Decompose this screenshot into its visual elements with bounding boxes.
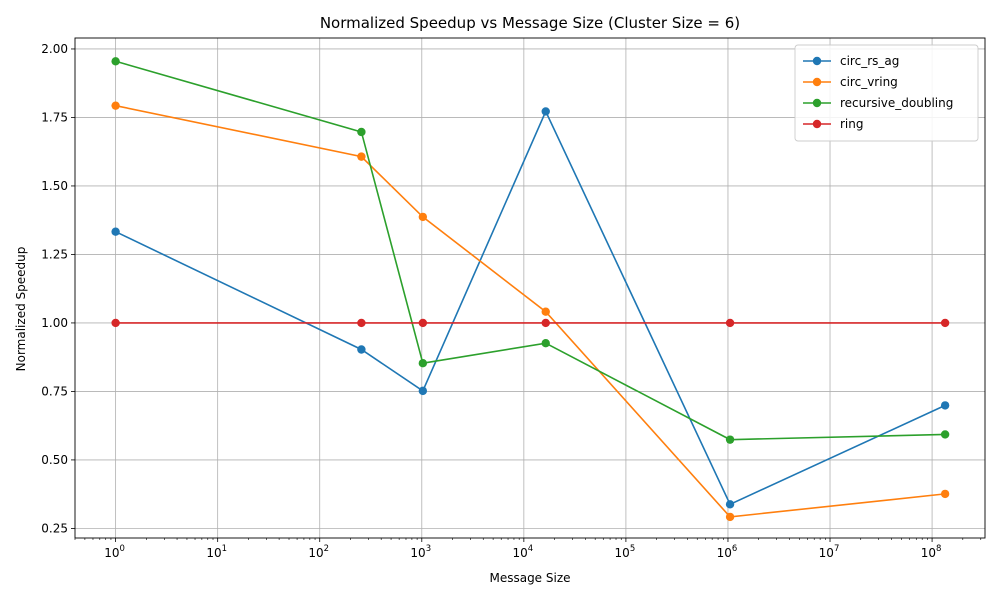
- x-tick-label: 104: [512, 544, 533, 560]
- legend-item: recursive_doubling: [803, 96, 953, 110]
- series-recursive-doubling: [111, 57, 950, 444]
- y-tick-label: 1.25: [41, 247, 68, 261]
- data-point: [418, 212, 428, 222]
- legend-marker: [812, 77, 822, 87]
- data-point: [940, 318, 950, 328]
- x-tick-label: 105: [615, 544, 636, 560]
- x-tick-label: 106: [717, 544, 738, 560]
- legend-box: [794, 44, 979, 142]
- axes: 100 101 102 103 104 105 106 107 108 0.25 0.50 0.75 1…: [41, 42, 982, 560]
- data-point: [725, 500, 735, 509]
- legend-marker: [812, 98, 822, 108]
- series-line: [115, 60, 946, 441]
- legend-item: ring: [803, 117, 864, 131]
- x-axis-label: Message Size: [489, 571, 570, 585]
- series-line: [115, 109, 946, 506]
- x-tick-label: 101: [206, 544, 227, 560]
- data-point: [940, 401, 950, 410]
- data-point: [541, 307, 550, 316]
- data-point: [541, 107, 550, 116]
- y-tick-label: 1.75: [41, 110, 68, 124]
- series-circ-rs-ag: [111, 107, 950, 509]
- series-line: [115, 104, 946, 518]
- data-point: [418, 359, 428, 368]
- legend-marker: [812, 56, 822, 66]
- x-tick-label: 100: [104, 544, 125, 560]
- series-circ-vring: [111, 101, 950, 522]
- data-point: [111, 227, 120, 236]
- series-ring: [111, 318, 950, 328]
- data-point: [357, 152, 366, 161]
- data-point: [111, 318, 120, 328]
- data-point: [725, 512, 735, 522]
- data-point: [725, 435, 735, 444]
- series-layer: [111, 57, 950, 522]
- plot-frame: [74, 37, 986, 539]
- legend-label: circ_rs_ag: [840, 54, 899, 68]
- y-tick-label: 0.25: [41, 521, 68, 535]
- data-point: [357, 318, 366, 328]
- x-tick-label: 103: [410, 544, 431, 560]
- data-point: [357, 345, 366, 354]
- y-tick-label: 2.00: [41, 42, 68, 56]
- data-point: [357, 127, 366, 137]
- y-tick-label: 1.00: [41, 316, 68, 330]
- data-point: [541, 318, 550, 328]
- chart-title: Normalized Speedup vs Message Size (Clus…: [320, 14, 740, 32]
- x-tick-label: 102: [308, 544, 329, 560]
- y-tick-label: 1.50: [41, 179, 68, 193]
- data-point: [111, 101, 120, 110]
- data-point: [418, 318, 428, 328]
- y-tick-label: 0.50: [41, 453, 68, 467]
- data-point: [940, 430, 950, 439]
- data-point: [940, 489, 950, 499]
- x-tick-label: 107: [819, 544, 840, 560]
- legend-item: circ_vring: [803, 75, 898, 89]
- x-tick-label: 108: [921, 544, 942, 560]
- y-tick-label: 0.75: [41, 384, 68, 398]
- legend-label: ring: [840, 117, 864, 131]
- y-axis-label: Normalized Speedup: [14, 247, 28, 372]
- legend-label: circ_vring: [840, 75, 898, 89]
- data-point: [418, 386, 428, 396]
- legend-marker: [812, 119, 822, 129]
- legend-item: circ_rs_ag: [803, 54, 899, 68]
- data-point: [111, 57, 120, 66]
- legend: circ_rs_ag circ_vring recursive_doublingri…: [794, 44, 979, 142]
- data-point: [725, 318, 735, 328]
- legend-label: recursive_doubling: [840, 96, 953, 110]
- data-point: [541, 339, 550, 348]
